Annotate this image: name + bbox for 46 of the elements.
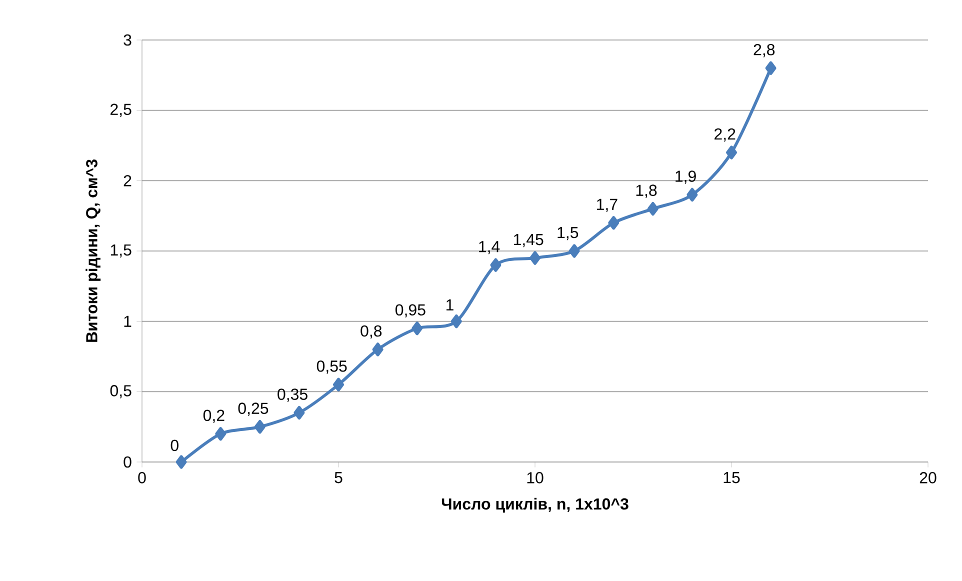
point — [647, 202, 658, 216]
y-tick-label: 1,5 — [110, 244, 132, 258]
x-tick-label: 15 — [724, 472, 740, 484]
x-axis-title: Число циклів, n, 1x10^3 — [442, 498, 628, 513]
y-tick-label: 2 — [124, 175, 132, 186]
point — [333, 378, 344, 392]
x-tick-label: 20 — [920, 472, 936, 484]
x-tick-label: 0 — [138, 472, 146, 484]
data-label: 0 — [170, 440, 178, 452]
data-label: 1,5 — [558, 227, 578, 240]
data-label: 1,9 — [676, 170, 696, 184]
data-label: 2,8 — [754, 44, 775, 58]
y-tick-label: 1 — [124, 316, 132, 327]
point — [608, 216, 620, 230]
y-axis-title: Витоки рідини, Q, см^3 — [86, 160, 101, 342]
y-tick-label: 0 — [124, 456, 132, 468]
data-label: 0,95 — [395, 304, 426, 318]
data-label: 1 — [446, 299, 454, 310]
data-label: 0,35 — [278, 388, 308, 402]
point — [176, 455, 187, 469]
x-tick-label: 5 — [334, 472, 342, 484]
y-tick-label: 3 — [124, 34, 132, 46]
point — [530, 251, 541, 265]
data-label: 1,45 — [514, 234, 544, 248]
data-label: 1,8 — [636, 184, 657, 198]
point — [490, 258, 502, 272]
data-label: 2,2 — [714, 128, 736, 142]
point — [765, 61, 776, 75]
point — [686, 188, 698, 202]
data-label: 0,8 — [360, 325, 382, 339]
data-label: 0,55 — [316, 360, 347, 374]
point — [412, 322, 423, 336]
data-label: 0,25 — [238, 402, 268, 416]
point — [372, 342, 384, 356]
point — [450, 314, 462, 328]
data-label: 1,7 — [597, 198, 618, 212]
point — [215, 427, 226, 441]
y-tick-label: 2,5 — [110, 104, 132, 117]
y-tick-label: 0,5 — [110, 385, 132, 398]
x-tick-label: 10 — [527, 472, 544, 484]
point — [294, 406, 305, 420]
point — [568, 244, 580, 258]
data-label: 0,2 — [203, 410, 224, 423]
point — [254, 420, 266, 434]
data-label: 1,4 — [479, 241, 500, 254]
point — [726, 146, 738, 160]
